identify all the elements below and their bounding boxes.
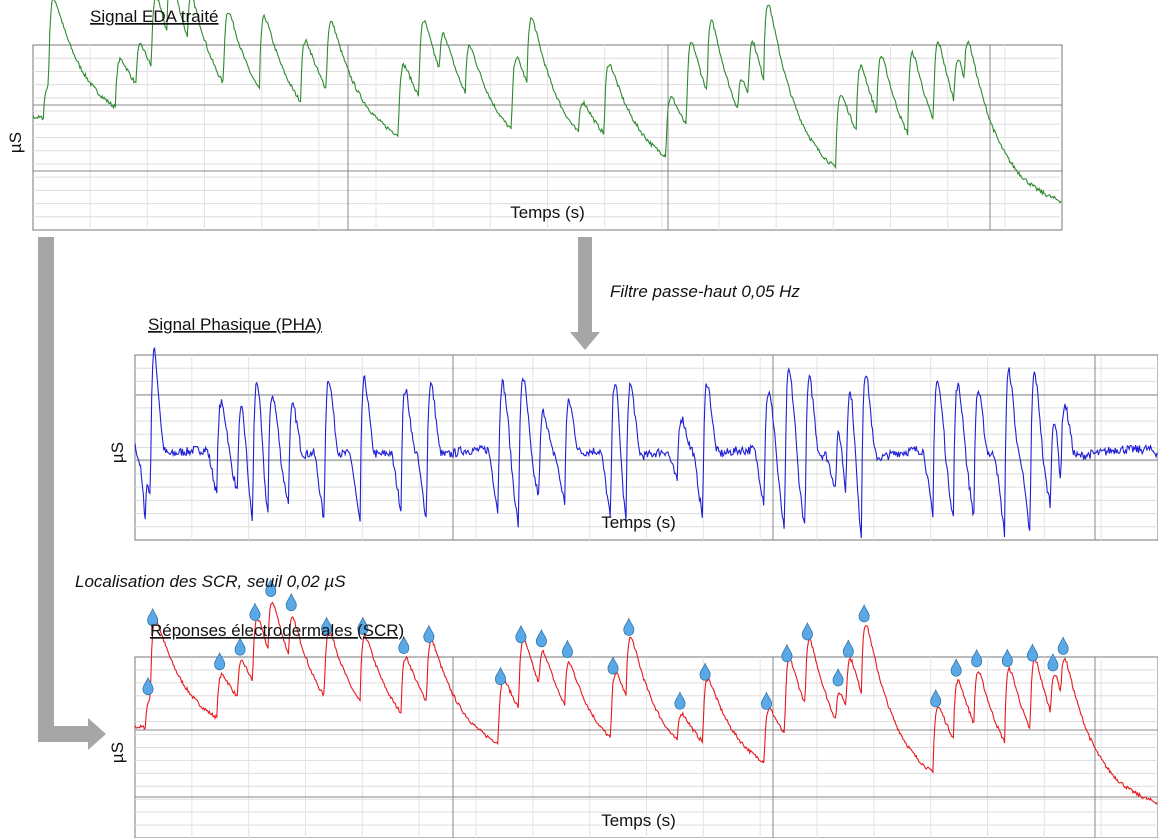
scr-drop <box>214 651 226 671</box>
scr-drop <box>674 691 686 710</box>
arrow-shaft <box>38 237 54 742</box>
scr-drop <box>607 656 619 675</box>
signal-trace <box>134 601 1158 805</box>
scr-drop <box>398 635 410 654</box>
scr-drop <box>930 688 942 708</box>
arrow-head <box>570 332 600 350</box>
scr-drop <box>515 624 527 644</box>
arrow-shaft <box>38 726 90 742</box>
scr-drop <box>832 668 844 687</box>
panel-title: Signal EDA traité <box>90 7 219 26</box>
panel: Temps (s) µS <box>6 0 1063 231</box>
scr-drop <box>950 658 962 677</box>
arrow-label: Filtre passe-haut 0,05 Hz <box>610 282 800 301</box>
scr-drop <box>699 662 711 681</box>
x-axis-label: Temps (s) <box>601 513 676 532</box>
scr-drop <box>623 617 635 636</box>
arrows <box>38 237 600 750</box>
signal-trace <box>32 0 1062 204</box>
scr-drop <box>1057 636 1069 655</box>
y-axis-label: µS <box>108 742 127 763</box>
arrow-head <box>88 718 106 750</box>
signal-trace <box>134 347 1158 539</box>
scr-drop <box>760 691 772 710</box>
panel: Temps (s) µS <box>108 578 1158 838</box>
scr-drop <box>494 666 506 685</box>
scr-drop <box>321 616 333 635</box>
scr-drop <box>234 637 246 656</box>
y-axis-label: µS <box>108 442 127 463</box>
y-axis-label: µS <box>6 132 25 153</box>
scr-drop <box>535 628 547 648</box>
scr-drop <box>1026 643 1038 662</box>
x-axis-label: Temps (s) <box>510 203 585 222</box>
x-axis-label: Temps (s) <box>601 811 676 830</box>
scr-drop <box>858 604 870 623</box>
arrow-label: Localisation des SCR, seuil 0,02 µS <box>75 572 346 591</box>
panel-title: Signal Phasique (PHA) <box>148 315 322 334</box>
scr-drop <box>249 602 261 621</box>
scr-drop <box>1047 653 1059 672</box>
panel-title: Réponses électrodermales (SCR) <box>150 621 404 640</box>
scr-drop <box>842 639 854 658</box>
panel: Temps (s) µS <box>108 347 1158 541</box>
scr-drop <box>147 607 159 627</box>
scr-drop <box>357 616 369 635</box>
scr-drop <box>142 676 154 696</box>
scr-drop <box>285 592 297 612</box>
scr-drop <box>265 578 277 597</box>
scr-drop <box>561 639 573 658</box>
scr-drop <box>971 648 983 668</box>
arrow-shaft <box>578 237 592 333</box>
scr-drop <box>423 624 435 643</box>
scr-drop <box>1001 648 1013 667</box>
scr-drop <box>781 643 793 663</box>
scr-drop <box>801 622 813 641</box>
